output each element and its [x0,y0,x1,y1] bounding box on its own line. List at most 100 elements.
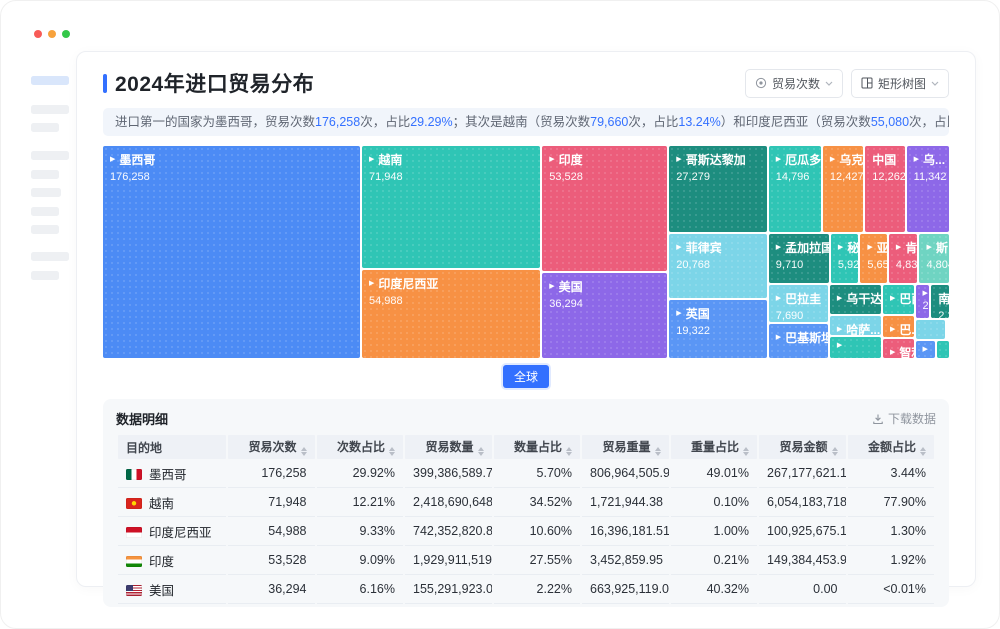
sidebar-item-active[interactable] [31,76,69,85]
sidebar-item[interactable] [31,271,59,280]
treemap-block[interactable]: ▶肯 4,836 [888,234,918,283]
sort-icon[interactable] [831,446,838,457]
sidebar-item[interactable] [31,170,59,179]
sidebar-item[interactable] [31,188,61,197]
value-cell: 149,384,453.99 [759,546,846,575]
sidebar-item[interactable] [31,225,59,234]
sidebar-item[interactable] [31,123,59,132]
column-header[interactable]: 金额占比 [847,435,934,459]
treemap-block[interactable]: ▶巴基斯坦 [768,324,828,358]
metric-selector[interactable]: 贸易次数 [744,68,843,98]
value-cell: 0.00 [759,575,846,604]
treemap-block[interactable]: ▶ 美国 36,294 [542,273,668,358]
treemap-block[interactable] [937,341,949,358]
treemap-block[interactable]: ▶ 哈萨... [829,316,882,335]
treemap-block-label: 智利 [899,346,913,358]
treemap-block[interactable]: ▶ 孟加拉国 9,710 [768,234,829,283]
column-header[interactable]: 贸易金额 [759,435,846,459]
treemap-block[interactable]: ▶ 亚 5,650 [860,234,887,283]
treemap-block-value: 5,924 [837,259,859,271]
treemap-block-label: 印度 [558,153,583,167]
treemap-block[interactable]: ▶ 哥斯达黎加 27,279 [669,146,767,232]
sidebar-item[interactable] [31,207,59,216]
title-accent-bar [103,73,107,93]
treemap-block-label: 南 [938,290,949,307]
treemap-block[interactable] [915,320,946,339]
value-cell: 49.01% [670,459,757,488]
value-cell: 0.14% [848,604,935,607]
destination-cell: 哥斯达黎加 [118,604,226,607]
download-data-button[interactable]: 下载数据 [872,410,936,427]
sidebar-item[interactable] [31,105,69,114]
treemap-block[interactable]: ▶厄瓜多尔 14,796 [768,146,821,232]
value-cell: 36,294 [228,575,315,604]
value-cell: 40.32% [670,575,757,604]
column-header[interactable]: 次数占比 [316,435,403,459]
summary-segment: 55,080 [870,115,910,129]
treemap-block[interactable]: ▶巴... [883,316,914,337]
sidebar-item[interactable] [31,252,69,261]
value-cell: 100,925,675.10 [759,517,846,546]
value-cell: 1,721,944.38 [582,488,669,517]
value-cell: 399,386,589.76 [405,459,492,488]
column-header[interactable]: 数量占比 [493,435,580,459]
chart-type-selector[interactable]: 矩形树图 [850,68,949,98]
sort-icon[interactable] [566,446,572,457]
treemap-block-label: 肯 [905,241,918,255]
expand-icon: ▶ [867,244,873,251]
column-header[interactable]: 贸易重量 [582,435,669,459]
window-traffic-lights [34,30,70,38]
treemap-block[interactable]: ▶ 乌干达 [829,285,882,314]
sort-icon[interactable] [920,446,926,457]
treemap-block-label: 哈萨... [846,323,881,335]
treemap-block[interactable]: ▶乌克兰 12,427 [822,146,864,232]
close-window-icon[interactable] [34,30,42,38]
column-header[interactable]: 贸易次数 [228,435,315,459]
treemap-block[interactable]: ▶智利 [883,339,914,358]
sidebar-item[interactable] [31,151,69,160]
treemap-block[interactable]: ▶巴西 [883,285,914,314]
treemap-block-label: 哥斯达黎加 [685,153,746,167]
treemap-block[interactable]: ▶斯 4,804 [919,234,949,283]
treemap-block[interactable]: 中国 12,262 [865,146,905,232]
sort-icon[interactable] [389,446,395,457]
treemap-block[interactable]: ▶ [915,341,936,358]
treemap-block-value: 4,804 [926,259,949,271]
treemap-block[interactable]: ▶ 印度尼西亚 54,988 [362,270,541,358]
treemap-block[interactable]: ▶秘鲁 5,924 [830,234,859,283]
treemap-block[interactable]: ▶ 印度 53,528 [542,146,668,271]
minimize-window-icon[interactable] [48,30,56,38]
chevron-down-icon [931,81,939,86]
treemap-block[interactable]: ▶ 墨西哥 176,258 [103,146,361,358]
expand-icon: ▶ [676,156,682,163]
treemap-block-label: 乌干达 [846,292,882,306]
treemap-block-label: 秘鲁 [847,241,859,255]
value-cell: 16,396,181.51 [582,517,669,546]
expand-icon: ▶ [676,244,682,251]
treemap-block[interactable]: ▶ 乌... 11,342 [906,146,949,232]
sort-icon[interactable] [743,446,749,457]
sort-icon[interactable] [477,446,484,457]
id-flag-icon [126,527,142,538]
sort-icon[interactable] [654,446,661,457]
treemap-block[interactable]: ▶ 菲律宾 20,768 [669,234,767,298]
treemap-block[interactable]: ▶ 越南 71,948 [362,146,541,268]
treemap-block[interactable]: ▶ 英国 19,322 [669,300,767,358]
treemap-block-value: 20,768 [676,259,710,271]
column-header: 目的地 [118,435,226,459]
treemap-block[interactable]: ▶ 2,5 [915,285,930,318]
expand-icon: ▶ [913,156,920,163]
treemap-block[interactable]: ▶ [829,337,882,358]
column-header[interactable]: 重量占比 [670,435,757,459]
expand-icon: ▶ [922,346,928,353]
maximize-window-icon[interactable] [62,30,70,38]
expand-icon: ▶ [369,280,375,287]
value-cell: <0.01% [494,604,581,607]
column-header[interactable]: 贸易数量 [405,435,492,459]
treemap-block-value: 36,294 [549,298,583,310]
treemap-root-button[interactable]: 全球 [502,365,549,388]
treemap-block[interactable]: 南 2,2 [931,285,949,318]
treemap-block[interactable]: ▶ 巴拉圭 7,690 [768,285,828,322]
expand-icon: ▶ [836,326,843,333]
sort-icon[interactable] [300,446,307,457]
